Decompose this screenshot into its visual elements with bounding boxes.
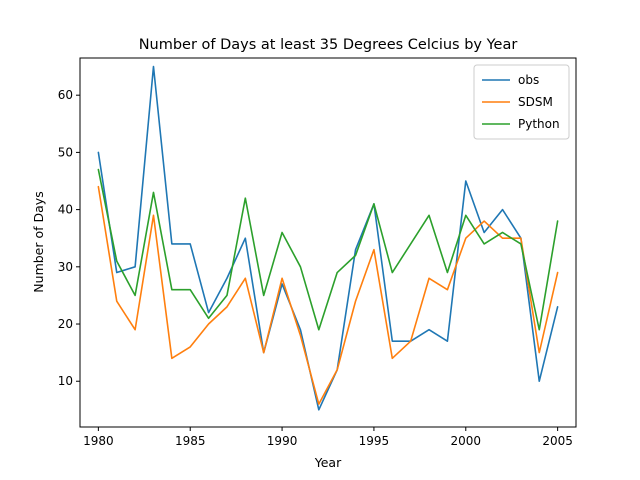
y-axis: 10 20 30 40 50 60: [58, 88, 80, 388]
legend-box: [473, 64, 570, 140]
y-tick-label: 20: [58, 317, 73, 331]
x-tick-label: 1990: [267, 434, 298, 448]
x-axis: 1980 1985 1990 1995 2000 2005: [83, 427, 573, 448]
x-tick-label: 1980: [83, 434, 114, 448]
series-line-sdsm: [97, 185, 559, 405]
series-line-python: [97, 168, 559, 331]
y-tick-label: 30: [58, 260, 73, 274]
legend-label-sdsm: SDSM: [518, 95, 553, 109]
y-tick-label: 60: [58, 88, 73, 102]
y-tick-label: 50: [58, 145, 73, 159]
x-axis-label: Year: [314, 455, 342, 470]
legend-label-python: Python: [518, 117, 560, 131]
y-tick-label: 40: [58, 203, 73, 217]
x-tick-label: 2000: [451, 434, 482, 448]
x-tick-label: 2005: [542, 434, 573, 448]
chart-title: Number of Days at least 35 Degrees Celci…: [139, 37, 518, 53]
legend: obs SDSM Python: [473, 64, 570, 140]
y-tick-label: 10: [58, 374, 73, 388]
x-tick-label: 1995: [359, 434, 390, 448]
legend-label-obs: obs: [518, 73, 539, 87]
y-axis-label: Number of Days: [31, 191, 46, 292]
plot-frame: [79, 57, 577, 428]
series-layer: [97, 65, 559, 411]
x-tick-label: 1985: [175, 434, 206, 448]
